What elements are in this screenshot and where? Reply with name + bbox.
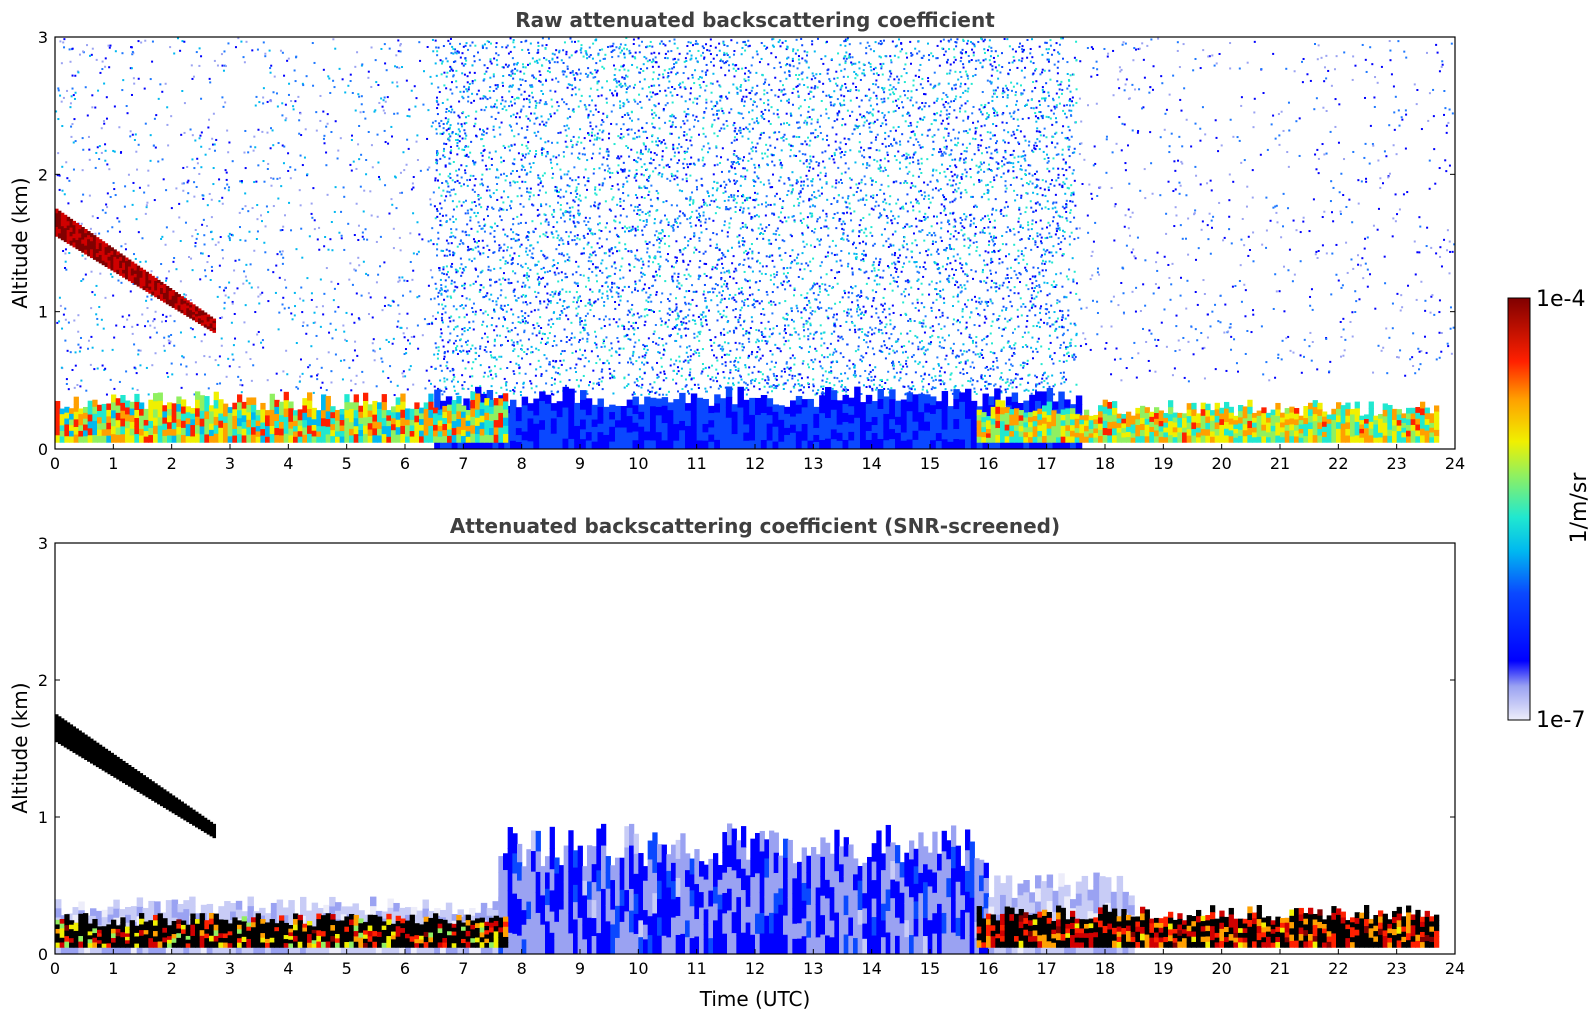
colorbar: 1e-4 1e-7 1/m/sr	[1507, 287, 1592, 733]
colorbar-min-label: 1e-7	[1536, 708, 1585, 733]
x-tick-label: 0	[50, 454, 60, 473]
y-tick-label: 1	[38, 303, 48, 322]
panel-raw-ylabel: Altitude (km)	[8, 177, 32, 308]
x-tick-label: 6	[400, 959, 410, 978]
x-tick-label: 15	[920, 454, 940, 473]
x-tick-label: 19	[1153, 454, 1173, 473]
x-tick-label: 10	[628, 959, 648, 978]
x-tick-label: 3	[225, 959, 235, 978]
heatmap-feature	[498, 823, 989, 954]
x-tick-label: 6	[400, 454, 410, 473]
x-tick-label: 18	[1095, 959, 1115, 978]
x-tick-label: 5	[342, 959, 352, 978]
colorbar-gradient	[1507, 297, 1531, 721]
heatmap-noise	[1075, 37, 1455, 383]
y-tick-label: 2	[38, 165, 48, 184]
x-tick-label: 8	[517, 454, 527, 473]
colorbar-unit-label: 1/m/sr	[1567, 472, 1592, 544]
panel-raw-axes: 0 1 2 3 4 5 6 7 8 9 10 11 12 13 14 15 16 17 18 19 20 21 22 23 24…	[38, 28, 1465, 473]
panel-screened-xlabel: Time (UTC)	[699, 987, 811, 1011]
x-tick-label: 11	[686, 959, 706, 978]
x-tick-label: 15	[920, 959, 940, 978]
y-tick-label: 0	[38, 945, 48, 964]
x-tick-label: 16	[978, 959, 998, 978]
y-tick-label: 1	[38, 808, 48, 827]
panel-raw: Raw attenuated backscattering coefficien…	[8, 8, 1465, 473]
x-tick-label: 22	[1328, 454, 1348, 473]
x-tick-label: 4	[283, 454, 293, 473]
x-tick-label: 24	[1445, 959, 1465, 978]
x-tick-label: 12	[745, 454, 765, 473]
x-tick-label: 3	[225, 454, 235, 473]
x-tick-label: 14	[861, 454, 881, 473]
panel-screened-title: Attenuated backscattering coefficient (S…	[450, 514, 1060, 538]
x-tick-label: 19	[1153, 959, 1173, 978]
x-tick-label: 21	[1270, 454, 1290, 473]
x-tick-label: 1	[108, 454, 118, 473]
heatmap-noise	[55, 37, 436, 397]
x-tick-label: 22	[1328, 959, 1348, 978]
colorbar-max-label: 1e-4	[1536, 287, 1585, 312]
x-tick-label: 12	[745, 959, 765, 978]
x-tick-label: 24	[1445, 454, 1465, 473]
x-tick-label: 2	[167, 959, 177, 978]
panel-screened-axes: 0 1 2 3 4 5 6 7 8 9 10 11 12 13 14 15 16 17 18 19 20 21 22 23 24…	[38, 534, 1465, 978]
x-tick-label: 11	[686, 454, 706, 473]
heatmap-noise	[434, 37, 1078, 397]
y-tick-label: 3	[38, 534, 48, 553]
y-tick-label: 2	[38, 671, 48, 690]
x-tick-label: 0	[50, 959, 60, 978]
x-tick-label: 20	[1211, 959, 1231, 978]
x-tick-label: 8	[517, 959, 527, 978]
x-tick-label: 7	[458, 454, 468, 473]
heatmap-feature	[55, 391, 509, 443]
heatmap-feature	[55, 208, 217, 333]
x-tick-label: 21	[1270, 959, 1290, 978]
x-tick-label: 14	[861, 959, 881, 978]
x-tick-label: 13	[803, 959, 823, 978]
x-tick-label: 20	[1211, 454, 1231, 473]
x-tick-label: 9	[575, 959, 585, 978]
x-tick-label: 9	[575, 454, 585, 473]
x-tick-label: 10	[628, 454, 648, 473]
x-tick-label: 4	[283, 959, 293, 978]
x-tick-label: 5	[342, 454, 352, 473]
y-tick-label: 0	[38, 440, 48, 459]
heatmap-feature	[976, 399, 1440, 443]
x-tick-label: 2	[167, 454, 177, 473]
x-tick-label: 17	[1036, 959, 1056, 978]
heatmap-feature	[976, 904, 1440, 948]
panel-screened-heatmap	[55, 714, 1440, 954]
panel-screened: Attenuated backscattering coefficient (S…	[8, 514, 1465, 1011]
x-tick-label: 1	[108, 959, 118, 978]
heatmap-feature	[55, 714, 217, 839]
x-tick-label: 23	[1386, 959, 1406, 978]
x-tick-label: 17	[1036, 454, 1056, 473]
x-tick-label: 18	[1095, 454, 1115, 473]
x-tick-label: 23	[1386, 454, 1406, 473]
panel-screened-ylabel: Altitude (km)	[8, 682, 32, 813]
x-tick-label: 13	[803, 454, 823, 473]
x-tick-label: 7	[458, 959, 468, 978]
x-tick-label: 16	[978, 454, 998, 473]
panel-raw-title: Raw attenuated backscattering coefficien…	[515, 8, 995, 32]
panel-raw-heatmap	[55, 37, 1455, 449]
y-tick-label: 3	[38, 28, 48, 47]
heatmap-feature	[55, 912, 509, 948]
